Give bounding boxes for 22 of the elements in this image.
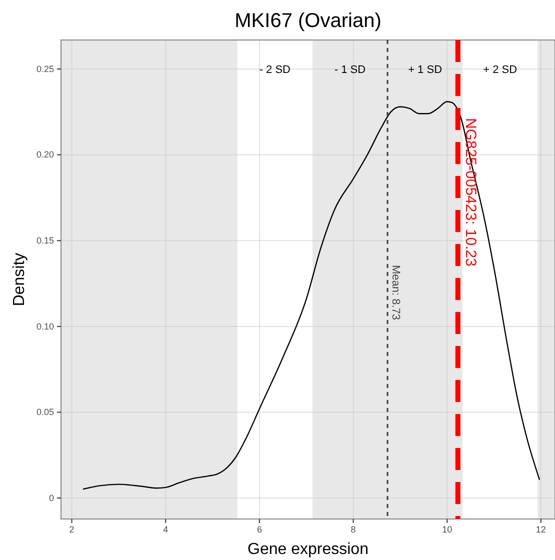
x-tick-label: 12 xyxy=(536,524,546,534)
y-tick-label: 0.10 xyxy=(36,321,54,332)
line-series xyxy=(82,101,540,490)
y-tick-label: 0.05 xyxy=(36,407,54,418)
annotation: + 1 SD xyxy=(408,64,442,76)
y-axis-title: Density xyxy=(11,252,28,306)
y-tick-label: 0 xyxy=(48,492,54,503)
x-tick-label: 2 xyxy=(69,524,74,534)
ref-line-label: NG825-005423: 10.23 xyxy=(462,118,479,266)
y-tick-label: 0.15 xyxy=(36,236,54,246)
annotation: + 2 SD xyxy=(483,64,518,76)
x-axis-title: Gene expression xyxy=(248,541,368,558)
x-tick-label: 10 xyxy=(442,524,452,534)
ref-line-label: Mean: 8.73 xyxy=(390,265,402,320)
x-tick-label: 6 xyxy=(256,524,262,534)
chart-title: MKI67 (Ovarian) xyxy=(234,10,382,32)
annotation: - 1 SD xyxy=(334,64,366,76)
x-tick-label: 4 xyxy=(163,524,168,534)
annotation: - 2 SD xyxy=(259,64,291,76)
y-tick-label: 0.25 xyxy=(36,64,54,74)
y-tick-label: 0.20 xyxy=(36,150,54,160)
x-tick-label: 8 xyxy=(350,524,356,534)
